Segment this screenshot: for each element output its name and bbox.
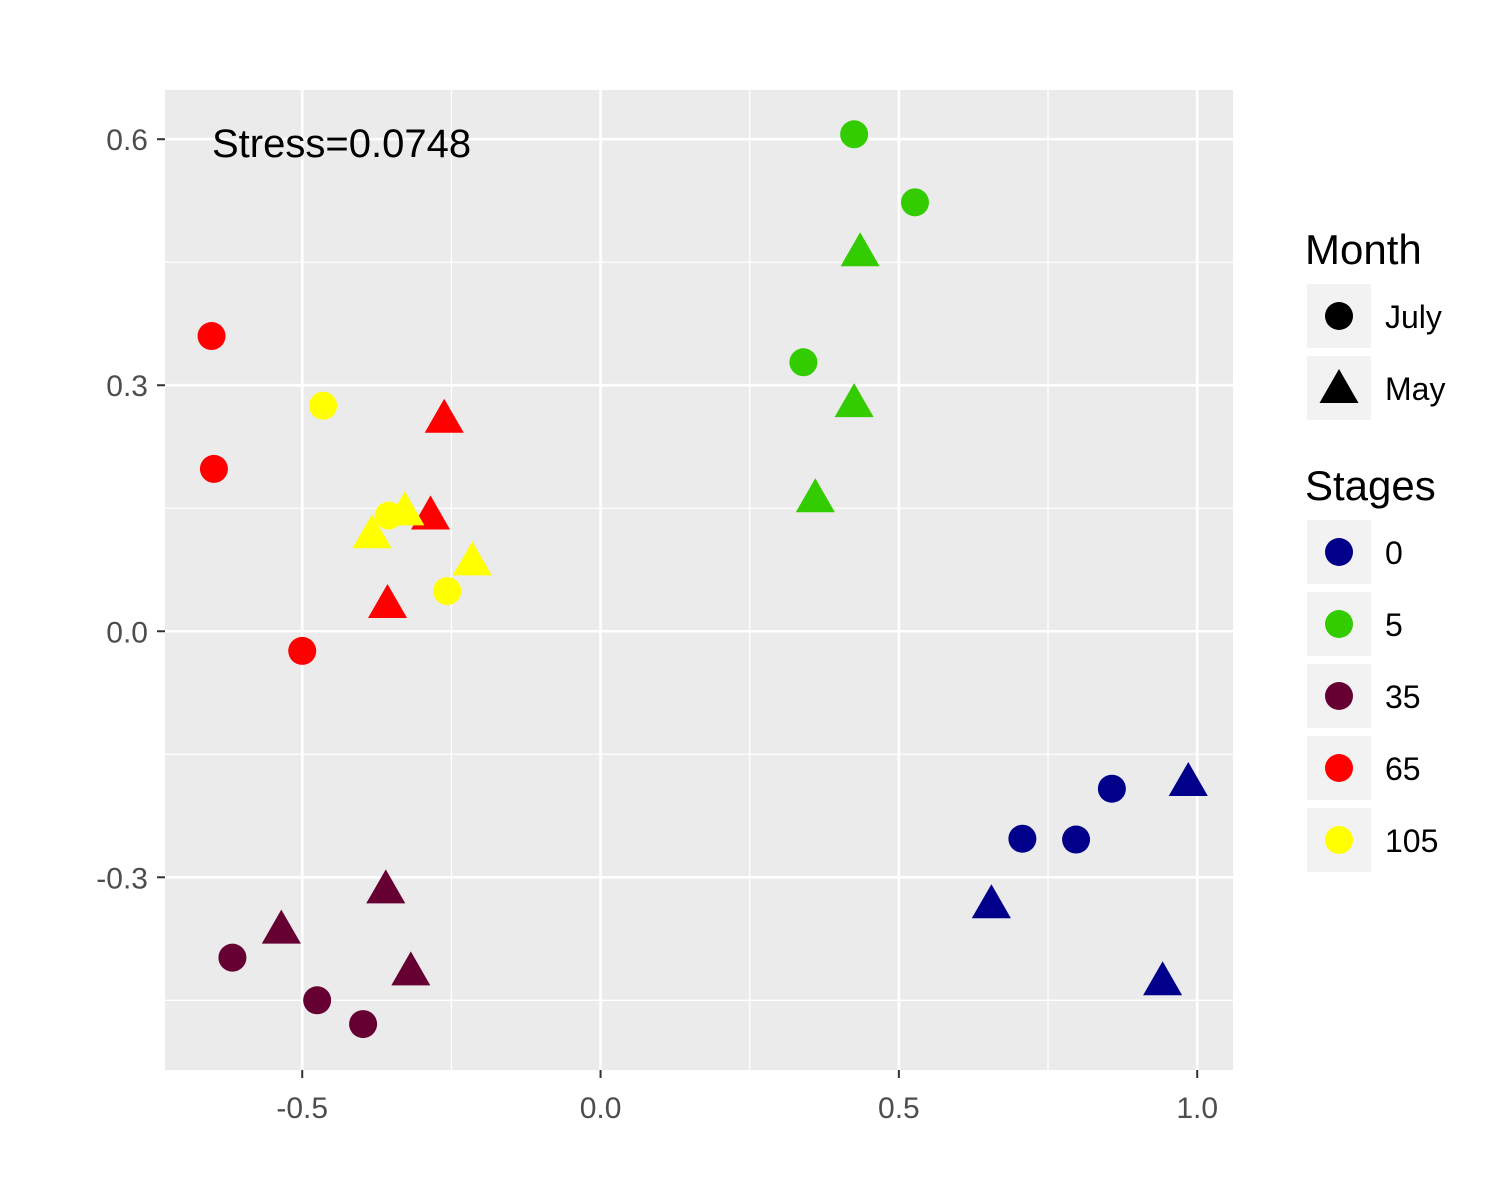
data-point xyxy=(349,1010,378,1039)
data-point xyxy=(197,322,226,351)
data-point xyxy=(366,869,406,904)
grid-major xyxy=(165,90,1233,1070)
data-point xyxy=(199,454,228,483)
legend-key-swatch xyxy=(1325,826,1353,854)
x-tick-label: 1.0 xyxy=(1176,1092,1218,1125)
legend-title: Stages xyxy=(1305,462,1436,509)
legend-title: Month xyxy=(1305,226,1422,273)
data-point xyxy=(352,514,392,549)
x-tick-label: 0.5 xyxy=(878,1092,920,1125)
data-point xyxy=(391,951,431,986)
legend-key-swatch xyxy=(1325,610,1353,638)
y-tick-label: 0.6 xyxy=(106,124,148,157)
legend-label: 0 xyxy=(1385,535,1403,571)
data-point xyxy=(840,120,869,149)
data-point xyxy=(452,541,492,576)
data-point xyxy=(1143,961,1183,996)
data-point xyxy=(795,478,835,513)
data-point xyxy=(309,391,338,420)
legend-key-swatch xyxy=(1325,538,1353,566)
y-axis-ticks: -0.3 0.0 0.3 0.6 xyxy=(96,124,165,895)
data-point xyxy=(789,348,818,377)
y-tick-label: 0.0 xyxy=(106,616,148,649)
data-point xyxy=(900,188,929,217)
y-tick-label: 0.3 xyxy=(106,370,148,403)
legends: Month July May Stages 0 5 35 65 105 xyxy=(1305,226,1445,872)
data-point xyxy=(424,398,464,433)
data-point xyxy=(288,636,317,665)
data-point xyxy=(385,491,425,526)
grid-minor xyxy=(165,90,1233,1070)
data-point xyxy=(971,884,1011,919)
data-point xyxy=(433,577,462,606)
legend-key-swatch xyxy=(1325,682,1353,710)
data-point xyxy=(840,232,880,267)
data-point xyxy=(218,943,247,972)
legend-label: May xyxy=(1385,371,1445,407)
data-point xyxy=(834,383,874,418)
data-point xyxy=(1008,824,1037,853)
x-axis-ticks: -0.5 0.0 0.5 1.0 xyxy=(276,1070,1218,1125)
plot-panel xyxy=(165,90,1233,1070)
y-tick-label: -0.3 xyxy=(96,862,148,895)
data-point xyxy=(1168,762,1208,796)
legend-key-circle-icon xyxy=(1325,302,1353,330)
legend-label: 105 xyxy=(1385,823,1438,859)
legend-label: 65 xyxy=(1385,751,1421,787)
stress-annotation: Stress=0.0748 xyxy=(212,122,471,166)
legend-label: 35 xyxy=(1385,679,1421,715)
legend-key-triangle-icon xyxy=(1319,369,1359,403)
legend-key-swatch xyxy=(1325,754,1353,782)
legend-label: 5 xyxy=(1385,607,1403,643)
x-tick-label: -0.5 xyxy=(276,1092,328,1125)
legend-label: July xyxy=(1385,299,1442,335)
data-point xyxy=(303,986,332,1015)
data-point xyxy=(368,584,408,618)
data-point xyxy=(1097,774,1126,803)
data-point xyxy=(1062,825,1091,854)
data-point xyxy=(261,909,301,944)
data-points xyxy=(197,120,1208,1039)
x-tick-label: 0.0 xyxy=(580,1092,622,1125)
